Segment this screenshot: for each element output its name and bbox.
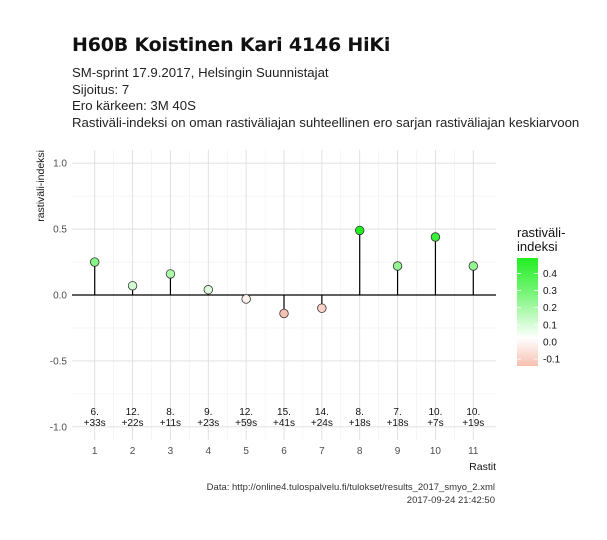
lollipop-point [90,257,100,267]
chart-subtitle: SM-sprint 17.9.2017, Helsingin Suunnista… [72,65,579,131]
lollipop-point [127,281,138,291]
split-diff-label: +33s [84,418,106,429]
caption-timestamp: 2017-09-24 21:42:50 [406,495,495,506]
split-diff-label: +18s [387,418,409,429]
legend-label: 0.4 [543,269,557,280]
split-diff-label: +59s [235,418,257,429]
split-rank-label: 8. [356,407,364,418]
split-diff-label: +22s [122,418,144,429]
chart-title: H60B Koistinen Kari 4146 HiKi [72,34,391,56]
x-tick-label: 4 [206,446,212,457]
split-rank-label: 14. [315,407,329,418]
lollipop-point [468,261,478,271]
y-tick-label: -1.0 [50,422,68,433]
legend-label: 0.0 [543,338,557,349]
split-rank-label: 15. [277,407,291,418]
x-tick-label: 11 [468,446,479,457]
x-tick-label: 3 [168,446,174,457]
legend-colorbar [517,258,538,366]
split-diff-label: +18s [349,418,371,429]
split-rank-label: 12. [126,407,140,418]
x-tick-label: 10 [430,446,442,457]
x-tick-label: 5 [243,446,249,457]
lollipop-point [355,225,365,236]
split-rank-label: 10. [428,407,442,418]
y-tick-label: 0.0 [53,291,67,302]
caption-source: Data: http://online4.tulospalvelu.fi/tul… [206,482,495,493]
y-tick-label: 1.0 [53,159,67,170]
subtitle-gap: Ero kärkeen: 3M 40S [72,98,196,113]
x-tick-label: 8 [357,446,363,457]
y-axis-title: rastiväli-indeksi [35,150,47,222]
split-rank-label: 12. [239,407,253,418]
chart-caption: Data: http://online4.tulospalvelu.fi/tul… [207,481,495,507]
lollipop-point [392,261,403,271]
subtitle-rank: Sijoitus: 7 [72,81,130,97]
split-diff-label: +11s [160,418,181,429]
split-diff-label: +7s [427,418,443,429]
legend-title-line2: indeksi [517,239,558,254]
split-diff-label: +23s [197,418,219,429]
split-diff-label: +24s [311,418,333,429]
legend-label: 0.3 [543,286,557,297]
split-rank-label: 10. [466,407,480,418]
lollipop-point [317,303,327,313]
x-tick-label: 9 [395,446,401,457]
legend-title-line1: rastiväli- [517,225,565,240]
split-diff-label: +41s [273,418,295,429]
x-axis-title: Rastit [469,461,496,473]
lollipop-point [430,232,441,242]
x-tick-label: 2 [130,446,136,457]
legend-label: -0.1 [543,355,561,366]
y-tick-label: -0.5 [50,356,68,367]
split-diff-label: +19s [462,418,484,429]
x-tick-label: 7 [319,446,325,457]
lollipop-point [279,308,289,319]
x-tick-label: 1 [92,446,98,457]
lollipop-point [241,294,251,304]
subtitle-event: SM-sprint 17.9.2017, Helsingin Suunnista… [72,65,329,80]
legend-label: 0.2 [543,303,557,314]
y-tick-label: 0.5 [53,225,67,236]
x-tick-label: 6 [281,446,287,457]
split-rank-label: 6. [91,407,99,418]
lollipop-point [203,285,213,295]
lollipop-point [165,269,176,279]
split-rank-label: 8. [166,407,174,418]
subtitle-description: Rastiväli-indeksi on oman rastiväliajan … [72,114,580,130]
split-rank-label: 7. [393,407,401,418]
legend-label: 0.1 [543,320,557,331]
split-rank-label: 9. [204,407,212,418]
